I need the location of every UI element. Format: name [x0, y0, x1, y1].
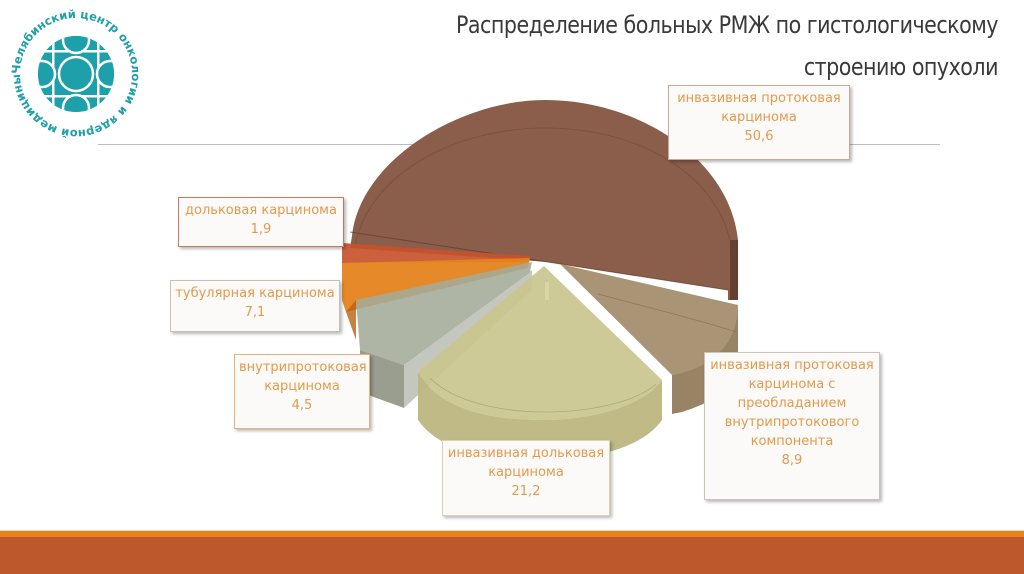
- label-intraductal: внутрипротоковая карцинома 4,5: [234, 354, 370, 429]
- footer-stripe: [0, 531, 1024, 538]
- label-invasive-lobular: инвазивная дольковая карцинома 21,2: [442, 440, 610, 516]
- label-invasive-ductal: инвазивная протоковая карцинома 50,6: [668, 85, 850, 160]
- label-tubular: тубулярная карцинома 7,1: [170, 280, 340, 332]
- slice-invasive-ductal: [349, 100, 738, 300]
- oncology-center-logo-icon: Челябинский центр онкологии и ядерной ме…: [9, 7, 143, 141]
- title-line-2: строению опухоли: [803, 53, 999, 81]
- logo: Челябинский центр онкологии и ядерной ме…: [8, 6, 144, 142]
- slice-invasive-lobular: [418, 266, 662, 460]
- slide-title: Распределение больных РМЖ по гистологиче…: [413, 4, 999, 88]
- footer-highlight: [0, 530, 1024, 531]
- title-line-1: Распределение больных РМЖ по гистологиче…: [455, 11, 999, 39]
- footer-band: [0, 537, 1024, 574]
- label-lobular: дольковая карцинома 1,9: [178, 197, 344, 247]
- slice-lobular: [342, 243, 530, 263]
- label-invasive-ductal-ic: инвазивная протоковая карцинома с преобл…: [704, 352, 880, 500]
